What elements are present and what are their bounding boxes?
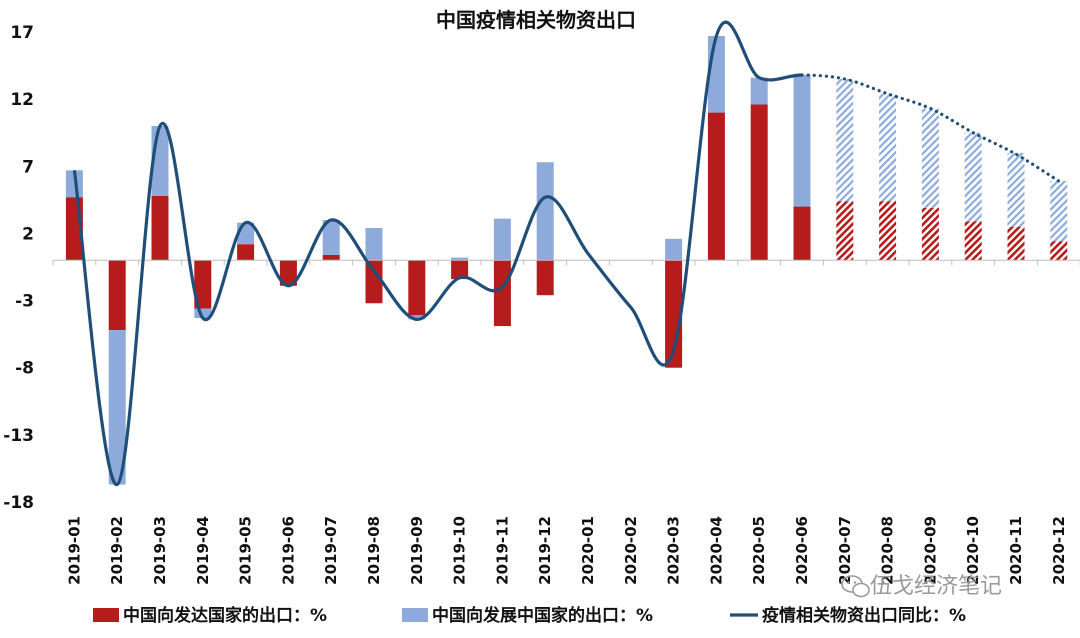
x-tick-label: 2020-11 bbox=[1007, 516, 1025, 585]
x-tick-label: 2019-09 bbox=[408, 516, 426, 585]
y-tick-label: 17 bbox=[10, 23, 34, 43]
y-axis-ticks: 17 12 7 2 -3 -8 -13 -18 bbox=[3, 23, 34, 513]
x-tick-label: 2020-01 bbox=[579, 516, 597, 585]
x-tick-label: 2020-07 bbox=[836, 516, 854, 585]
bar-developing bbox=[750, 77, 768, 105]
chart-title: 中国疫情相关物资出口 bbox=[436, 8, 636, 32]
bar-developing bbox=[365, 228, 383, 261]
line-series bbox=[72, 20, 1061, 487]
bar-developing bbox=[536, 162, 554, 261]
x-tick-label: 2019-12 bbox=[536, 516, 554, 585]
x-tick-label: 2019-05 bbox=[237, 516, 255, 585]
bar-developed bbox=[408, 260, 426, 316]
bar-developed bbox=[750, 104, 768, 261]
bar-developed bbox=[237, 244, 255, 261]
bar-developing bbox=[108, 330, 126, 485]
x-tick-label: 2020-05 bbox=[750, 516, 768, 585]
bar-developed bbox=[194, 260, 212, 309]
bar-developed bbox=[1050, 241, 1068, 261]
bar-developed bbox=[1007, 226, 1025, 261]
x-tick-label: 2020-06 bbox=[793, 516, 811, 585]
x-tick-label: 2019-10 bbox=[451, 516, 469, 585]
legend-swatch-developed bbox=[93, 608, 119, 622]
x-tick-label: 2019-01 bbox=[65, 516, 83, 585]
bar-developing bbox=[493, 218, 511, 261]
y-tick-label: -8 bbox=[15, 359, 34, 379]
y-tick-label: -3 bbox=[15, 292, 34, 312]
series-line-forecast bbox=[800, 73, 1061, 183]
bar-developing bbox=[322, 220, 340, 255]
bar-developing bbox=[665, 238, 683, 261]
x-tick-label: 2020-02 bbox=[622, 516, 640, 585]
x-tick-label: 2019-08 bbox=[365, 516, 383, 585]
bar-developed bbox=[279, 260, 297, 286]
x-tick-label: 2019-07 bbox=[322, 516, 340, 585]
watermark-text: 伍戈经济笔记 bbox=[870, 574, 1002, 599]
y-tick-label: -18 bbox=[3, 493, 34, 513]
bar-developing bbox=[964, 132, 982, 222]
bar-developed bbox=[836, 201, 854, 261]
y-tick-label: 12 bbox=[10, 90, 34, 110]
x-tick-label: 2019-04 bbox=[194, 516, 212, 585]
bar-developing bbox=[408, 315, 426, 320]
bar-developed bbox=[493, 260, 511, 327]
bar-developing bbox=[1050, 181, 1068, 242]
x-tick-label: 2020-12 bbox=[1050, 516, 1068, 585]
x-tick-label: 2020-10 bbox=[964, 516, 982, 585]
bar-developed bbox=[151, 195, 169, 261]
y-tick-label: -13 bbox=[3, 426, 34, 446]
bar-developed bbox=[108, 260, 126, 331]
bar-developed bbox=[707, 112, 725, 261]
bar-developed bbox=[536, 260, 554, 296]
bar-developed bbox=[451, 260, 469, 280]
y-tick-label: 2 bbox=[22, 224, 34, 244]
x-tick-label: 2019-02 bbox=[108, 516, 126, 585]
x-axis-tickmarks bbox=[52, 260, 1080, 266]
x-tick-label: 2019-06 bbox=[279, 516, 297, 585]
x-tick-label: 2020-08 bbox=[879, 516, 897, 585]
bar-developed bbox=[322, 254, 340, 261]
legend-label-developed: 中国向发达国家的出口：% bbox=[123, 605, 327, 626]
bar-developed bbox=[365, 260, 383, 304]
bar-developing bbox=[793, 74, 811, 207]
bar-developing bbox=[836, 79, 854, 202]
bar-developing bbox=[921, 108, 939, 208]
bar-developing bbox=[451, 257, 469, 261]
legend-label-line: 疫情相关物资出口同比：% bbox=[762, 605, 966, 626]
watermark: 伍戈经济笔记 bbox=[841, 574, 1002, 599]
bar-developing bbox=[194, 308, 212, 319]
series-line bbox=[72, 20, 803, 487]
bar-developed bbox=[793, 206, 811, 261]
bar-developed bbox=[921, 207, 939, 261]
wechat-icon bbox=[841, 575, 870, 598]
y-tick-label: 7 bbox=[22, 157, 34, 177]
legend-swatch-developing bbox=[402, 608, 428, 622]
bar-developing bbox=[879, 93, 897, 202]
legend-label-developing: 中国向发展中国家的出口：% bbox=[432, 605, 653, 626]
bar-developing bbox=[1007, 152, 1025, 227]
x-axis-ticks: 2019-01 2019-02 2019-03 2019-04 2019-05 2019-… bbox=[65, 516, 1067, 585]
bar-developed bbox=[665, 260, 683, 368]
x-tick-label: 2020-09 bbox=[921, 516, 939, 585]
x-tick-label: 2019-03 bbox=[151, 516, 169, 585]
x-tick-label: 2020-04 bbox=[707, 516, 725, 585]
bars bbox=[65, 36, 1068, 485]
x-tick-label: 2020-03 bbox=[665, 516, 683, 585]
bar-developed bbox=[964, 221, 982, 261]
bar-developed bbox=[879, 201, 897, 261]
legend: 中国向发达国家的出口：% 中国向发展中国家的出口：% 疫情相关物资出口同比：% bbox=[93, 605, 966, 626]
x-tick-label: 2019-11 bbox=[493, 516, 511, 585]
